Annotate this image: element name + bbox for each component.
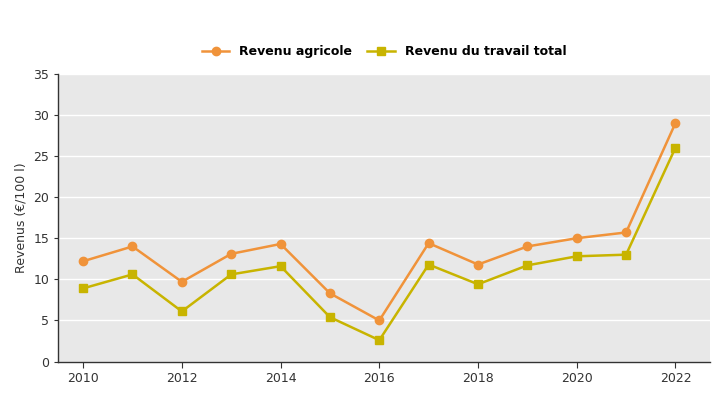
Revenu du travail total (523, 263, 531, 268)
Line: Revenu du travail total: Revenu du travail total (79, 144, 679, 344)
Revenu du travail total (622, 252, 631, 257)
Revenu du travail total (128, 272, 137, 277)
Revenu agricole (473, 262, 482, 267)
Revenu du travail total (473, 282, 482, 287)
Revenu du travail total (326, 315, 334, 320)
Revenu agricole (622, 230, 631, 235)
Revenu agricole (375, 318, 384, 323)
Revenu agricole (671, 121, 680, 126)
Revenu du travail total (375, 338, 384, 342)
Line: Revenu agricole: Revenu agricole (79, 119, 679, 325)
Legend: Revenu agricole, Revenu du travail total: Revenu agricole, Revenu du travail total (202, 46, 566, 58)
Revenu agricole (276, 242, 285, 246)
Y-axis label: Revenus (€/100 l): Revenus (€/100 l) (15, 162, 28, 273)
Revenu du travail total (227, 272, 236, 277)
Revenu agricole (523, 244, 531, 249)
Revenu agricole (79, 259, 88, 264)
Revenu agricole (326, 291, 334, 296)
Revenu du travail total (572, 254, 581, 259)
Revenu du travail total (671, 145, 680, 150)
Revenu agricole (128, 244, 137, 249)
Revenu agricole (178, 280, 186, 284)
Revenu du travail total (79, 286, 88, 291)
Revenu du travail total (424, 262, 433, 267)
Revenu du travail total (178, 309, 186, 314)
Revenu agricole (424, 241, 433, 246)
Revenu du travail total (276, 264, 285, 268)
Revenu agricole (227, 252, 236, 256)
Revenu agricole (572, 236, 581, 241)
